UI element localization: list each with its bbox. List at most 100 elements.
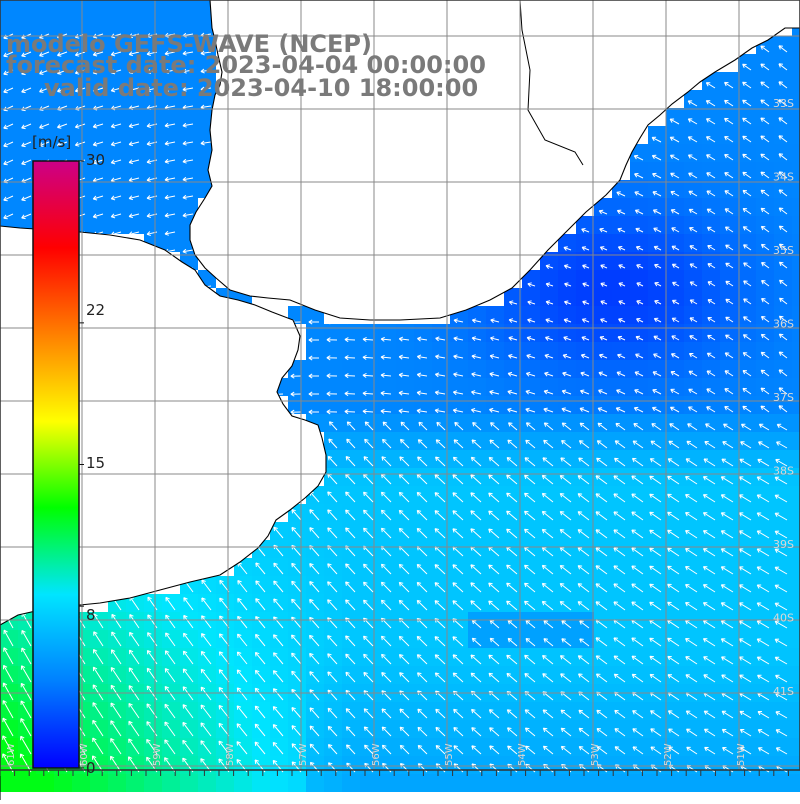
wind-speed-cell: [432, 702, 450, 720]
wind-arrow: [416, 491, 428, 503]
wind-arrow: [381, 456, 392, 467]
wind-arrow: [702, 566, 716, 575]
wind-arrow: [524, 727, 536, 737]
wind-arrow: [742, 153, 752, 161]
wind-speed-cell: [630, 486, 648, 504]
wind-arrow: [400, 421, 410, 431]
wind-arrow: [654, 300, 662, 305]
wind-arrow: [327, 725, 338, 737]
wind-speed-cell: [540, 666, 558, 684]
wind-speed-cell: [792, 432, 800, 450]
wind-arrow: [434, 636, 446, 647]
wind-speed-cell: [414, 450, 432, 468]
wind-arrow: [524, 564, 536, 575]
wind-arrow: [778, 261, 788, 269]
wind-arrow: [725, 298, 734, 305]
wind-arrow: [363, 456, 374, 467]
wind-speed-cell: [378, 594, 396, 612]
wind-speed-cell: [648, 702, 666, 720]
wind-speed-cell: [702, 486, 720, 504]
wind-speed-cell: [324, 432, 342, 450]
wind-arrow: [3, 123, 14, 130]
wind-speed-cell: [144, 180, 162, 198]
wind-arrow: [545, 336, 554, 341]
wind-arrow: [452, 600, 464, 611]
wind-speed-cell: [540, 630, 558, 648]
wind-speed-cell: [594, 432, 612, 450]
wind-arrow: [652, 389, 662, 395]
wind-arrow: [649, 601, 662, 611]
wind-arrow: [309, 707, 320, 719]
wind-speed-cell: [252, 738, 270, 756]
wind-speed-cell: [162, 648, 180, 666]
wind-speed-cell: [126, 720, 144, 738]
wind-arrow: [739, 458, 752, 467]
wind-arrow: [452, 390, 464, 396]
wind-arrow: [760, 316, 770, 323]
wind-speed-cell: [198, 702, 216, 720]
wind-speed-cell: [594, 630, 612, 648]
wind-arrow: [183, 614, 194, 629]
wind-speed-cell: [504, 540, 522, 558]
wind-speed-cell: [648, 414, 666, 432]
wind-arrow: [578, 727, 590, 737]
wind-speed-cell: [720, 648, 738, 666]
wind-arrow: [452, 474, 464, 485]
wind-speed-cell: [666, 180, 684, 198]
wind-speed-cell: [162, 108, 180, 126]
wind-arrow: [542, 709, 554, 719]
wind-arrow: [524, 673, 536, 683]
wind-arrow: [760, 207, 770, 215]
wind-arrow: [760, 135, 770, 143]
wind-speed-cell: [612, 216, 630, 234]
wind-arrow: [774, 476, 788, 485]
wind-arrow: [706, 370, 716, 377]
wind-speed-cell: [108, 666, 126, 684]
wind-speed-cell: [774, 252, 792, 270]
wind-arrow: [687, 136, 698, 143]
wind-arrow: [577, 583, 590, 593]
wind-speed-cell: [576, 360, 594, 378]
wind-arrow: [309, 616, 320, 629]
wind-speed-cell: [468, 612, 486, 630]
wind-speed-cell: [0, 162, 18, 180]
wind-arrow: [525, 439, 536, 449]
wind-speed-cell: [720, 144, 738, 162]
wind-speed-cell: [378, 432, 396, 450]
wind-arrow: [653, 227, 662, 233]
wind-speed-cell: [108, 702, 126, 720]
wind-arrow: [706, 172, 716, 179]
wind-arrow: [434, 582, 446, 593]
wind-speed-cell: [234, 612, 252, 630]
wind-arrow: [20, 700, 32, 719]
wind-speed-cell: [702, 180, 720, 198]
wind-arrow: [527, 318, 536, 323]
wind-speed-cell: [540, 252, 558, 270]
wind-arrow: [524, 709, 536, 719]
wind-speed-cell: [234, 630, 252, 648]
wind-arrow: [362, 408, 374, 414]
wind-speed-cell: [432, 774, 450, 792]
wind-arrow: [672, 281, 680, 287]
wind-arrow: [470, 654, 482, 665]
wind-arrow: [685, 566, 698, 575]
wind-speed-cell: [450, 738, 468, 756]
wind-arrow: [739, 674, 752, 683]
wind-speed-cell: [18, 126, 36, 144]
wind-arrow: [742, 81, 752, 89]
wind-speed-cell: [774, 612, 792, 630]
wind-speed-cell: [738, 522, 756, 540]
wind-speed-cell: [522, 414, 540, 432]
wind-arrow: [667, 655, 680, 665]
wind-arrow: [595, 655, 608, 665]
wind-arrow: [345, 708, 356, 719]
wind-speed-cell: [108, 18, 126, 36]
wind-speed-cell: [468, 540, 486, 558]
wind-arrow: [636, 318, 644, 323]
wind-arrow: [724, 406, 734, 413]
wind-arrow: [580, 353, 590, 359]
wind-speed-cell: [702, 144, 720, 162]
wind-speed-cell: [738, 234, 756, 252]
wind-arrow: [327, 491, 338, 503]
wind-arrow: [129, 649, 140, 665]
